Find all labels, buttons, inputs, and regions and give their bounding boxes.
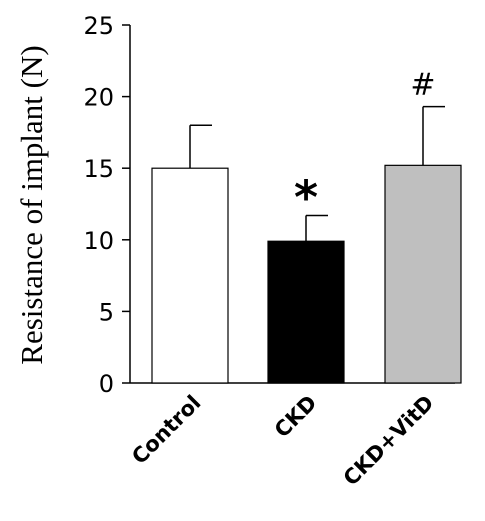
- annotations: *#: [294, 68, 436, 225]
- y-tick-label-15: 15: [83, 155, 114, 183]
- y-tick-label-20: 20: [83, 84, 114, 112]
- bar-ckd-vitd: [384, 164, 462, 384]
- y-tick-label-10: 10: [83, 227, 114, 255]
- y-axis-title: Resistance of implant (N): [14, 45, 49, 364]
- bar-ckd: [267, 240, 345, 384]
- category-label-1: CKD: [270, 391, 322, 443]
- y-tick-label-0: 0: [99, 370, 114, 398]
- category-labels: Control CKD CKD+VitD: [127, 391, 438, 491]
- error-bars: [189, 105, 445, 242]
- y-tick-label-5: 5: [99, 298, 114, 326]
- bar-control: [151, 167, 229, 384]
- category-label-2: CKD+VitD: [339, 391, 439, 491]
- y-ticks: 0 5 10 15 20 25: [83, 12, 130, 398]
- y-tick-label-25: 25: [83, 12, 114, 40]
- significance-marker-2: #: [410, 68, 435, 103]
- bars: [151, 164, 462, 384]
- significance-marker-1: *: [294, 170, 318, 224]
- category-label-0: Control: [127, 391, 205, 469]
